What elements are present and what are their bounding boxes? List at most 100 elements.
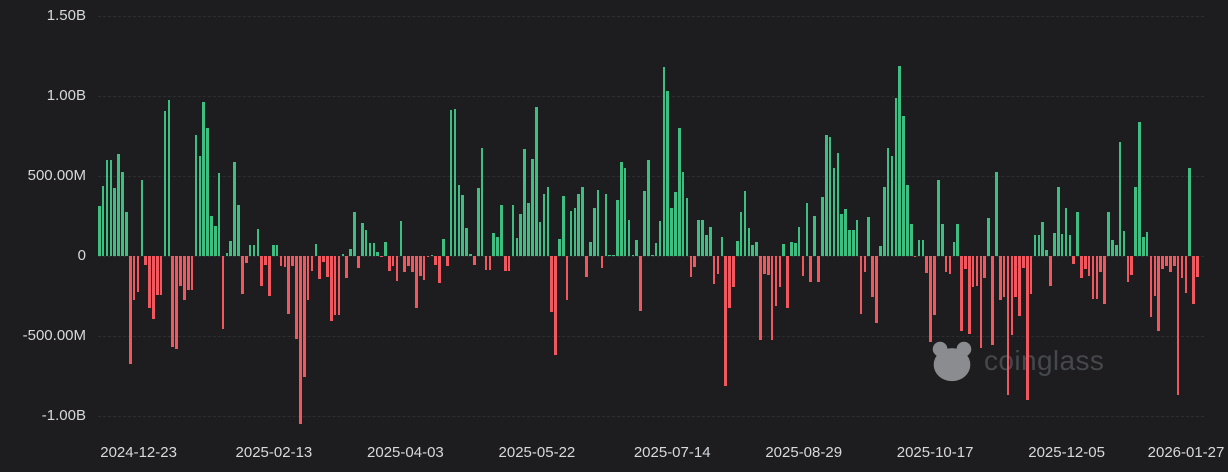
flow-bar bbox=[198, 155, 202, 256]
flow-bar bbox=[299, 256, 302, 424]
flow-bar bbox=[1149, 256, 1153, 317]
flow-bar bbox=[855, 220, 859, 256]
flow-bar bbox=[917, 239, 921, 256]
flow-bar bbox=[759, 256, 762, 340]
flow-bar bbox=[275, 244, 279, 256]
flow-bar bbox=[214, 225, 217, 256]
flow-bar bbox=[291, 256, 294, 266]
flow-bar bbox=[438, 256, 441, 284]
flow-bar bbox=[964, 256, 967, 269]
flow-bar bbox=[446, 256, 449, 267]
flow-bar bbox=[384, 241, 387, 256]
flow-bar bbox=[186, 256, 190, 290]
flow-bar bbox=[736, 241, 739, 256]
flow-bar bbox=[279, 256, 283, 266]
flow-bar bbox=[971, 256, 975, 287]
flow-bar bbox=[465, 228, 468, 256]
flow-bar bbox=[237, 205, 240, 256]
flow-bar bbox=[1126, 256, 1130, 283]
flow-bar bbox=[1002, 256, 1006, 297]
flow-bar bbox=[287, 256, 291, 315]
flow-bar bbox=[1064, 208, 1068, 256]
flow-bar bbox=[705, 235, 708, 256]
flow-bar bbox=[252, 245, 256, 256]
flow-bar bbox=[1037, 235, 1041, 256]
flow-bar bbox=[937, 179, 940, 256]
flow-bar bbox=[635, 239, 639, 256]
flow-bar bbox=[1029, 256, 1033, 295]
flow-bar bbox=[434, 256, 437, 266]
flow-bar bbox=[407, 256, 410, 267]
flow-bar bbox=[349, 249, 352, 256]
flow-bar bbox=[415, 256, 418, 309]
flow-bar bbox=[960, 256, 963, 332]
flow-bar bbox=[217, 173, 221, 256]
flow-bar bbox=[852, 229, 855, 256]
flow-bar bbox=[627, 219, 631, 256]
flow-bar bbox=[724, 256, 727, 386]
flow-bar bbox=[716, 256, 720, 275]
flow-bar bbox=[225, 253, 229, 256]
flow-bar bbox=[697, 219, 700, 256]
flow-bar bbox=[1084, 256, 1087, 269]
flow-bar bbox=[507, 256, 511, 272]
flow-bar bbox=[921, 239, 925, 256]
flow-bar bbox=[1176, 256, 1180, 396]
flow-bar bbox=[1169, 256, 1172, 272]
flow-bar bbox=[1056, 187, 1060, 256]
flow-bar bbox=[562, 196, 565, 256]
flow-bar bbox=[422, 256, 426, 280]
flow-bar bbox=[821, 197, 824, 256]
flow-bar bbox=[98, 205, 101, 256]
flow-bar bbox=[801, 256, 805, 277]
flow-bar bbox=[353, 212, 356, 256]
flow-bar bbox=[612, 255, 615, 256]
flow-bar bbox=[295, 256, 298, 339]
flow-bar bbox=[202, 102, 205, 256]
flow-bar bbox=[125, 212, 128, 256]
flow-bar bbox=[573, 207, 577, 256]
plot-area[interactable] bbox=[98, 0, 1200, 472]
flow-bar bbox=[863, 256, 867, 273]
flow-bar bbox=[341, 253, 345, 256]
flow-bar bbox=[1068, 234, 1072, 256]
flow-bar bbox=[330, 256, 333, 322]
flow-bar bbox=[1053, 232, 1056, 256]
flow-bar bbox=[1014, 256, 1017, 297]
flow-bar bbox=[194, 135, 198, 256]
flow-bar bbox=[480, 148, 484, 256]
flow-bar bbox=[1018, 256, 1021, 316]
flow-bar bbox=[925, 256, 929, 273]
flow-bar bbox=[538, 222, 542, 256]
flow-bar bbox=[496, 237, 499, 256]
flow-bar bbox=[728, 256, 731, 308]
flow-bar bbox=[616, 200, 619, 256]
flow-bar bbox=[461, 195, 465, 256]
flow-bar bbox=[592, 207, 596, 256]
flow-bar bbox=[357, 256, 360, 268]
flow-bar bbox=[136, 256, 140, 293]
flow-bar bbox=[1172, 256, 1176, 266]
flow-bar bbox=[515, 237, 519, 256]
flow-bar bbox=[1138, 122, 1141, 256]
flow-bar bbox=[333, 256, 337, 316]
flow-bar bbox=[998, 256, 1002, 301]
flow-bar bbox=[473, 256, 476, 265]
flow-bar bbox=[1111, 240, 1114, 256]
flow-bar bbox=[906, 185, 909, 256]
flow-bar bbox=[1107, 212, 1110, 256]
flow-bar bbox=[948, 256, 952, 274]
flow-bar bbox=[550, 256, 553, 312]
flow-bar bbox=[708, 227, 712, 256]
flow-bar bbox=[511, 204, 515, 256]
flow-bar bbox=[144, 256, 147, 266]
flow-bar bbox=[411, 256, 414, 273]
flow-bar bbox=[739, 211, 743, 256]
flow-bar bbox=[1192, 256, 1195, 304]
flow-bar bbox=[782, 244, 785, 256]
flow-bar bbox=[469, 254, 472, 256]
flow-bar bbox=[426, 256, 430, 257]
flow-bar bbox=[623, 168, 627, 256]
flow-bar bbox=[272, 245, 275, 256]
flow-bar bbox=[159, 256, 163, 295]
